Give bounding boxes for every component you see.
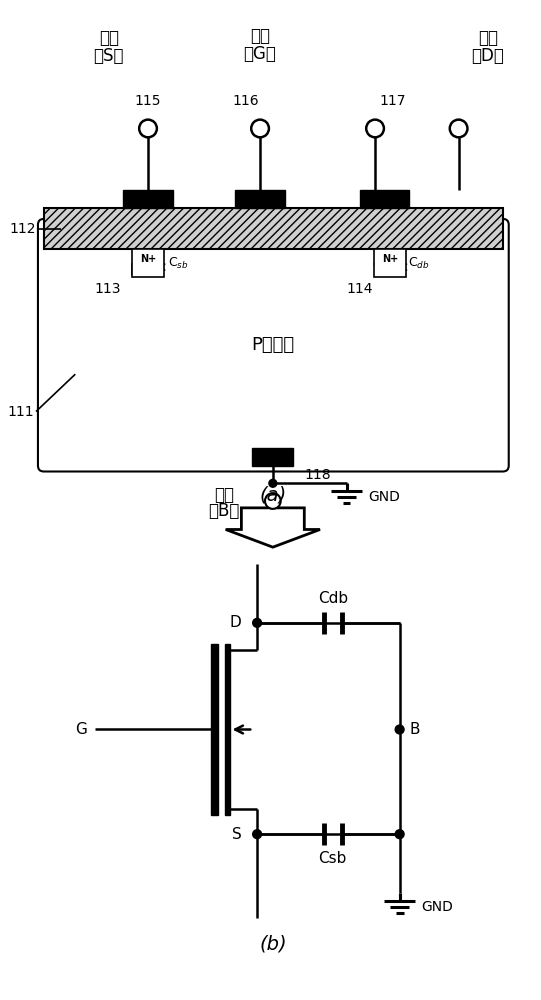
Bar — [374, 249, 406, 277]
Bar — [123, 190, 173, 208]
Text: P型衬底: P型衬底 — [251, 336, 294, 354]
Text: 体端: 体端 — [214, 486, 234, 504]
Text: （D）: （D） — [472, 47, 505, 65]
Bar — [235, 190, 285, 208]
Text: 源极: 源极 — [98, 29, 118, 47]
Circle shape — [251, 120, 269, 137]
Text: Cdb: Cdb — [318, 591, 348, 606]
Circle shape — [265, 493, 281, 509]
Text: 栋极: 栋极 — [250, 27, 270, 45]
Text: 118: 118 — [304, 468, 331, 482]
Text: C$_{sb}$: C$_{sb}$ — [168, 256, 188, 271]
Circle shape — [366, 120, 384, 137]
Circle shape — [395, 725, 404, 734]
Circle shape — [253, 830, 261, 839]
Text: （B）: （B） — [208, 502, 239, 520]
Bar — [211, 644, 218, 815]
Text: (a): (a) — [259, 486, 287, 505]
Circle shape — [139, 120, 157, 137]
Text: 116: 116 — [232, 94, 259, 108]
Text: B: B — [410, 722, 420, 737]
Bar — [252, 448, 293, 466]
Text: 115: 115 — [135, 94, 161, 108]
Text: N+: N+ — [140, 254, 156, 264]
Polygon shape — [226, 508, 320, 547]
Text: （G）: （G） — [243, 45, 276, 63]
Text: N+: N+ — [382, 254, 398, 264]
Text: 112: 112 — [10, 222, 36, 236]
Circle shape — [253, 618, 261, 627]
Text: G: G — [75, 722, 87, 737]
Text: 113: 113 — [94, 282, 121, 296]
Text: C$_{db}$: C$_{db}$ — [408, 256, 430, 271]
Text: S: S — [232, 827, 241, 842]
Text: GND: GND — [368, 490, 400, 504]
Text: 111: 111 — [8, 405, 34, 419]
Circle shape — [269, 479, 277, 487]
Bar — [225, 644, 229, 815]
Bar — [360, 190, 410, 208]
Text: 117: 117 — [379, 94, 406, 108]
Text: （S）: （S） — [94, 47, 124, 65]
Text: GND: GND — [421, 900, 453, 914]
Bar — [44, 208, 503, 249]
Text: 漏极: 漏极 — [478, 29, 498, 47]
Circle shape — [450, 120, 467, 137]
Bar — [133, 249, 164, 277]
FancyBboxPatch shape — [38, 219, 509, 471]
Text: (b): (b) — [259, 935, 287, 954]
Circle shape — [395, 830, 404, 839]
Text: D: D — [229, 615, 241, 630]
Text: 114: 114 — [347, 282, 373, 296]
Text: Csb: Csb — [319, 851, 347, 866]
